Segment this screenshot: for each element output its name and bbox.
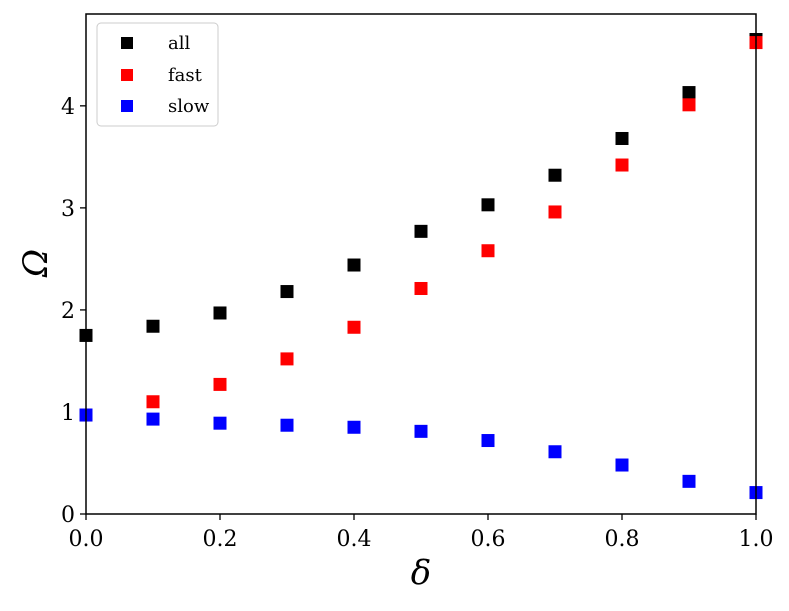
- data-point-fast: [280, 352, 294, 366]
- data-point-fast: [481, 244, 495, 258]
- data-point-slow: [615, 458, 629, 472]
- data-point-fast: [548, 205, 562, 219]
- data-point-fast: [414, 281, 428, 295]
- x-axis-label: δ: [411, 553, 431, 593]
- y-axis-label: Ω: [16, 249, 56, 278]
- y-tick-label: 3: [61, 197, 75, 222]
- x-tick-label: 0.2: [203, 527, 238, 552]
- data-point-slow: [414, 424, 428, 438]
- data-point-all: [682, 86, 696, 100]
- x-tick-label: 0.0: [69, 527, 104, 552]
- x-tick-label: 1.0: [739, 527, 774, 552]
- data-point-fast: [213, 377, 227, 391]
- data-point-fast: [615, 158, 629, 172]
- data-point-slow: [280, 418, 294, 432]
- legend-label-slow: slow: [168, 96, 210, 117]
- ticks-layer: 0.0 0.2 0.4 0.6 0.8 1.0 0 1 2 3 4: [61, 95, 774, 552]
- y-tick-label: 1: [61, 401, 75, 426]
- plot-frame: [85, 13, 757, 515]
- data-point-all: [347, 258, 361, 272]
- data-point-all: [481, 198, 495, 212]
- data-point-fast: [682, 98, 696, 112]
- x-tick-label: 0.8: [605, 527, 640, 552]
- data-point-all: [615, 131, 629, 145]
- data-point-all: [548, 168, 562, 182]
- data-point-fast: [347, 320, 361, 334]
- data-point-slow: [146, 412, 160, 426]
- legend-marker-fast: [121, 69, 133, 81]
- legend: all fast slow: [96, 22, 219, 127]
- y-tick-label: 0: [61, 503, 75, 528]
- x-tick-label: 0.6: [471, 527, 506, 552]
- data-point-slow: [213, 416, 227, 430]
- legend-marker-slow: [121, 100, 133, 112]
- x-tick-label: 0.4: [337, 527, 372, 552]
- data-point-slow: [682, 474, 696, 488]
- y-tick-label: 2: [61, 299, 75, 324]
- y-tick-label: 4: [61, 95, 75, 120]
- data-point-all: [414, 224, 428, 238]
- data-point-fast: [146, 395, 160, 409]
- legend-marker-all: [121, 37, 133, 49]
- data-point-all: [280, 285, 294, 299]
- legend-label-all: all: [168, 33, 190, 54]
- data-point-all: [146, 319, 160, 333]
- data-point-all: [213, 306, 227, 320]
- legend-label-fast: fast: [168, 65, 203, 86]
- data-point-slow: [548, 445, 562, 459]
- data-point-slow: [481, 434, 495, 448]
- data-point-slow: [347, 420, 361, 434]
